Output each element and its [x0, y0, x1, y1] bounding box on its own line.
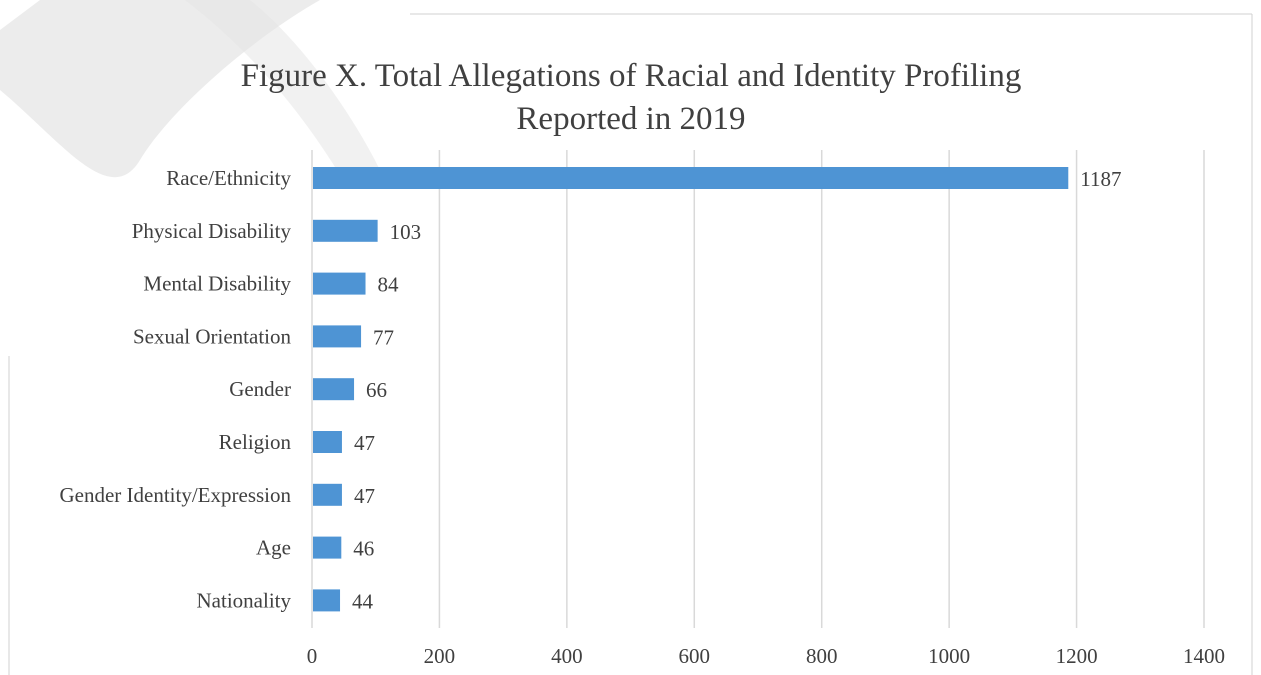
category-label: Sexual Orientation: [133, 324, 292, 348]
category-label: Race/Ethnicity: [166, 166, 291, 190]
category-label: Nationality: [197, 588, 292, 612]
data-label: 47: [354, 431, 375, 455]
data-label: 84: [378, 273, 400, 297]
x-tick-label: 200: [424, 644, 456, 668]
category-label: Gender: [229, 377, 291, 401]
bars: [313, 167, 1069, 612]
bar: [313, 167, 1069, 189]
data-label: 44: [352, 589, 374, 613]
category-label: Religion: [219, 430, 292, 454]
data-label: 77: [373, 325, 394, 349]
bar: [313, 378, 355, 401]
data-labels: 1187 103 84 77 66 47 47 46 44: [352, 167, 1121, 613]
data-label: 47: [354, 484, 375, 508]
bar: [313, 483, 342, 506]
x-tick-label: 800: [806, 644, 838, 668]
category-labels: Race/Ethnicity Physical Disability Mental …: [59, 166, 291, 612]
chart-title-line-2: Reported in 2019: [516, 101, 745, 137]
bar: [313, 272, 366, 295]
bar: [313, 536, 342, 559]
x-tick-label: 600: [679, 644, 711, 668]
category-label: Gender Identity/Expression: [59, 483, 291, 507]
gridlines: [311, 150, 1205, 628]
data-label: 66: [366, 378, 387, 402]
x-tick-label: 0: [307, 644, 318, 668]
watermark-swoosh-right: [185, 0, 380, 175]
bar: [313, 589, 341, 612]
x-axis-tick-labels: 0 200 400 600 800 1000 1200 1400: [307, 644, 1225, 668]
x-tick-label: 400: [551, 644, 583, 668]
bar: [313, 431, 342, 453]
data-label: 46: [353, 537, 374, 561]
x-tick-label: 1000: [928, 644, 970, 668]
watermark-shape: [0, 0, 380, 178]
data-label: 1187: [1080, 167, 1121, 191]
category-label: Mental Disability: [143, 272, 291, 296]
category-label: Physical Disability: [132, 219, 292, 243]
data-label: 103: [390, 220, 422, 244]
x-tick-label: 1400: [1183, 644, 1225, 668]
bar: [313, 325, 362, 348]
chart-title-line-1: Figure X. Total Allegations of Racial an…: [241, 58, 1022, 94]
category-label: Age: [256, 536, 291, 560]
bar: [313, 219, 378, 242]
chart-frame: [8, 13, 1253, 675]
x-tick-label: 1200: [1056, 644, 1098, 668]
